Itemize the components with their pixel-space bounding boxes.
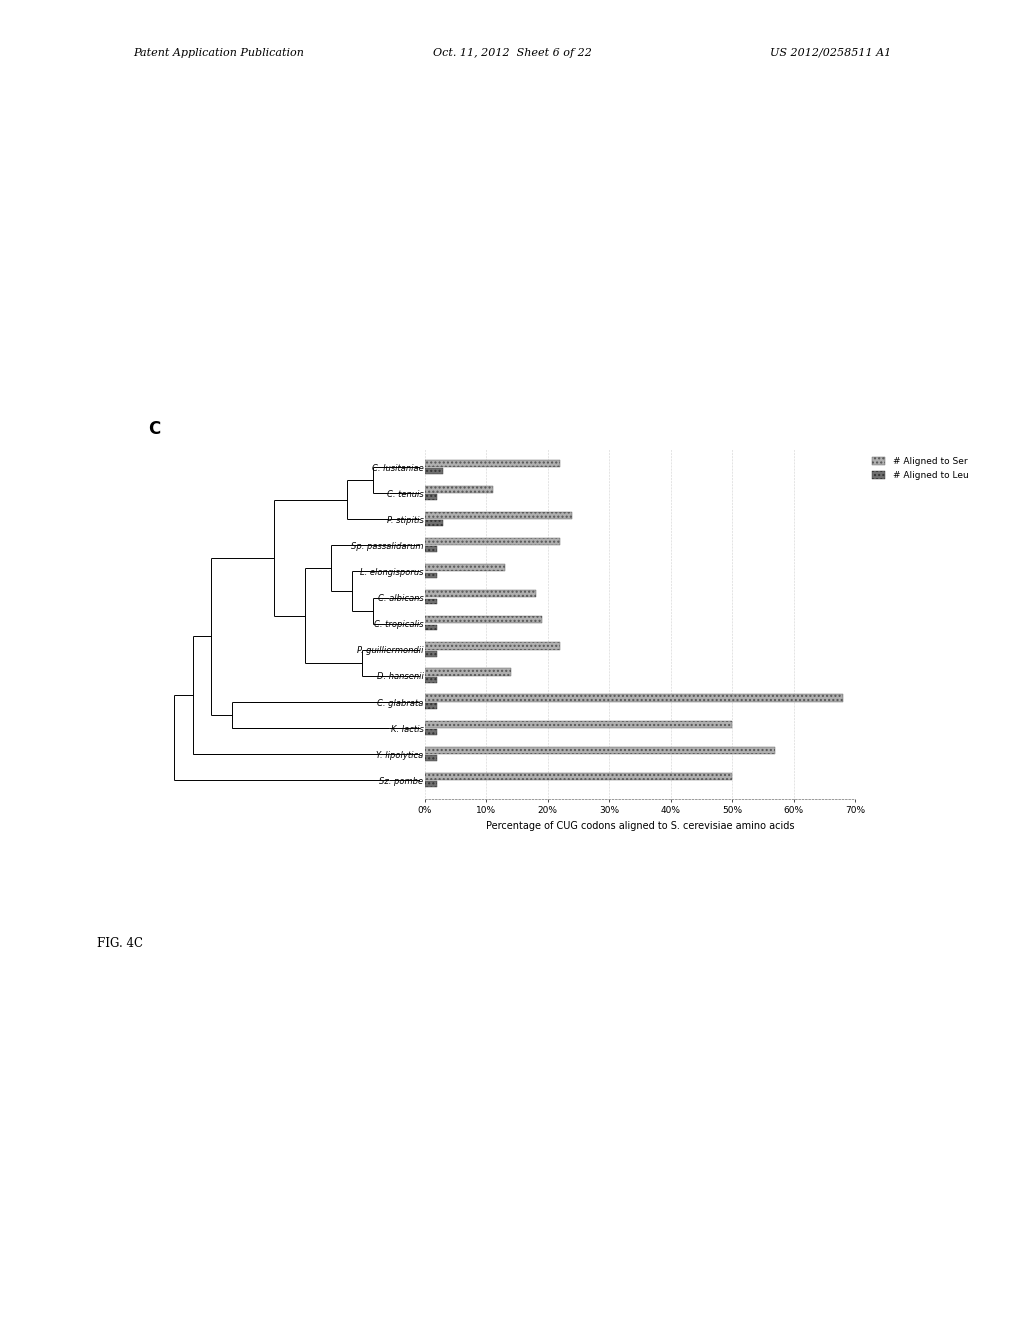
Legend: # Aligned to Ser, # Aligned to Leu: # Aligned to Ser, # Aligned to Leu [868,453,972,483]
Text: FIG. 4C: FIG. 4C [97,937,143,950]
Bar [425,537,560,545]
Bar [425,668,511,676]
Bar [425,564,505,572]
Bar [425,573,437,578]
Bar [425,520,443,527]
Bar [425,494,437,500]
Bar [425,469,443,474]
Bar [425,694,843,702]
Bar [425,729,437,735]
Bar [425,704,437,709]
Text: Patent Application Publication: Patent Application Publication [133,48,304,58]
Bar [425,651,437,656]
Bar [425,677,437,682]
Bar [425,459,560,467]
Bar [425,781,437,787]
Bar [425,599,437,605]
Bar [425,772,732,780]
Bar [425,721,732,727]
Bar [425,747,775,754]
Bar [425,624,437,631]
Bar [425,486,493,492]
Text: C: C [148,420,161,438]
Text: Oct. 11, 2012  Sheet 6 of 22: Oct. 11, 2012 Sheet 6 of 22 [432,48,592,58]
Bar [425,616,542,623]
Bar [425,512,572,519]
Bar [425,590,536,598]
Bar [425,755,437,762]
X-axis label: Percentage of CUG codons aligned to S. cerevisiae amino acids: Percentage of CUG codons aligned to S. c… [485,821,795,830]
Text: US 2012/0258511 A1: US 2012/0258511 A1 [770,48,891,58]
Bar [425,643,560,649]
Bar [425,546,437,552]
